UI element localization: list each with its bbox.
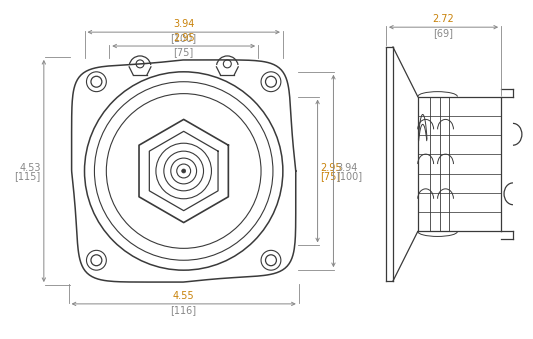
Text: [75]: [75] xyxy=(320,171,341,181)
Text: 4.55: 4.55 xyxy=(173,291,195,301)
Circle shape xyxy=(182,169,185,173)
Text: 2.72: 2.72 xyxy=(433,14,455,24)
Text: 3.94: 3.94 xyxy=(336,163,358,173)
Text: [115]: [115] xyxy=(14,171,41,181)
Text: [100]: [100] xyxy=(336,171,362,181)
Text: [75]: [75] xyxy=(174,47,194,57)
Text: 2.95: 2.95 xyxy=(173,33,195,43)
Text: [116]: [116] xyxy=(171,305,197,315)
Text: 2.95: 2.95 xyxy=(320,163,342,173)
Text: 3.94: 3.94 xyxy=(173,19,195,29)
Text: [100]: [100] xyxy=(171,33,197,43)
Text: 4.53: 4.53 xyxy=(19,163,41,173)
Text: [69]: [69] xyxy=(433,28,454,38)
